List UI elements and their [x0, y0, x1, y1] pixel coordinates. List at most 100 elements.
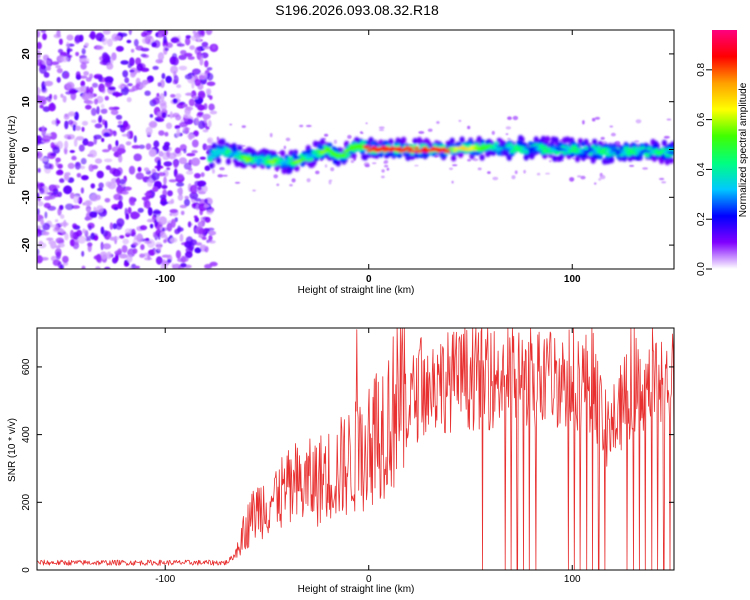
noise-blob	[185, 246, 193, 254]
noise-blob	[148, 249, 156, 256]
noise-blob	[663, 135, 670, 139]
ridge-cell	[451, 155, 457, 162]
ridge-cell	[621, 152, 628, 156]
ridge-cell	[500, 144, 507, 148]
ridge-cell	[329, 151, 336, 154]
figure-title: S196.2026.093.08.32.R18	[275, 2, 439, 18]
noise-blob	[59, 178, 65, 183]
noise-blob	[305, 124, 312, 128]
noise-blob	[183, 162, 192, 170]
snr-y-tick-label: 0	[21, 567, 32, 573]
noise-blob	[507, 116, 512, 120]
noise-blob	[600, 136, 605, 140]
noise-blob	[94, 123, 103, 129]
ridge-cell	[636, 148, 642, 152]
noise-blob	[330, 167, 335, 172]
ridge-cell	[339, 148, 346, 155]
noise-blob	[200, 54, 204, 64]
noise-blob	[180, 263, 187, 268]
noise-blob	[452, 164, 458, 167]
ridge-cell	[311, 154, 317, 157]
noise-blob	[79, 165, 86, 170]
noise-blob	[57, 261, 63, 269]
noise-blob	[192, 203, 197, 207]
noise-blob	[46, 237, 54, 241]
noise-blob	[477, 167, 482, 171]
ridge-cell	[288, 156, 294, 161]
noise-blob	[37, 255, 43, 264]
noise-blob	[191, 150, 198, 154]
noise-blob	[167, 258, 172, 264]
snr-y-ticks: 0 200 400 600	[21, 358, 674, 573]
noise-blob	[122, 123, 131, 131]
noise-blob	[133, 39, 139, 47]
noise-blob	[142, 54, 149, 58]
noise-blob	[169, 237, 178, 243]
noise-blob	[194, 217, 200, 223]
ridge-cell	[592, 138, 598, 146]
noise-blob	[37, 242, 47, 249]
noise-blob	[175, 250, 181, 259]
ridge-cell	[449, 137, 455, 144]
snr-x-tick-label: -100	[155, 574, 175, 585]
noise-blob	[182, 256, 189, 262]
ridge-cell	[475, 146, 481, 149]
noise-blob	[196, 112, 203, 118]
noise-blob	[55, 237, 64, 244]
noise-blob	[170, 65, 179, 74]
ridge-cell	[661, 155, 668, 161]
noise-blob	[161, 112, 167, 119]
noise-blob	[199, 244, 207, 250]
ridge-cell	[294, 165, 300, 172]
noise-blob	[79, 75, 88, 79]
ridge-cell	[215, 152, 222, 155]
noise-blob	[545, 172, 550, 175]
ridge-cell	[523, 150, 529, 154]
noise-blob	[91, 119, 97, 124]
spectrogram-y-tick-label: -10	[21, 190, 32, 205]
ridge-cell	[361, 141, 367, 145]
noise-blob	[134, 265, 141, 269]
noise-blob	[37, 248, 40, 256]
noise-blob	[72, 124, 76, 132]
noise-blob	[160, 231, 166, 239]
noise-blob	[47, 98, 52, 103]
noise-blob	[101, 37, 108, 46]
noise-blob	[101, 88, 106, 94]
noise-blob	[159, 92, 165, 102]
ridge-cell	[221, 148, 227, 151]
noise-blob	[98, 182, 104, 189]
ridge-cell	[631, 146, 638, 151]
noise-blob	[39, 99, 47, 105]
noise-blob	[83, 71, 89, 76]
noise-blob	[156, 215, 160, 222]
noise-blob	[124, 77, 130, 84]
snr-y-tick-label: 400	[21, 426, 32, 443]
noise-blob	[505, 133, 509, 136]
noise-blob	[198, 228, 207, 235]
noise-blob	[121, 245, 128, 253]
ridge-cell	[445, 150, 451, 153]
noise-blob	[511, 175, 516, 180]
ridge-cell	[241, 154, 247, 158]
noise-blob	[145, 237, 150, 242]
noise-blob	[64, 140, 69, 150]
ridge-cell	[362, 154, 368, 161]
noise-blob	[378, 129, 385, 132]
noise-blob	[194, 46, 202, 55]
ridge-cell	[603, 152, 609, 155]
noise-blob	[41, 86, 47, 93]
noise-blob	[283, 145, 287, 150]
noise-blob	[76, 229, 83, 237]
noise-blob	[202, 216, 208, 221]
noise-blob	[81, 93, 91, 101]
spectrogram-y-ticks: -20 -10 0 10 20	[21, 48, 674, 252]
noise-blob	[291, 178, 296, 183]
noise-blob	[98, 115, 103, 123]
noise-blob	[159, 201, 169, 205]
noise-blob	[121, 133, 131, 137]
noise-blob	[141, 196, 149, 201]
noise-blob	[141, 31, 148, 38]
noise-blob	[118, 32, 128, 37]
noise-blob	[209, 110, 218, 115]
